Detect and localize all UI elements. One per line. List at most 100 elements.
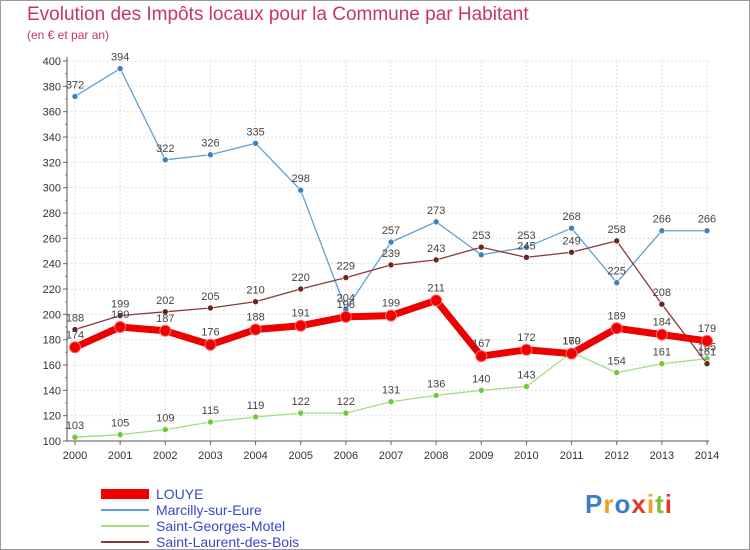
x-tick-label: 2002 bbox=[153, 450, 177, 462]
chart-title: Evolution des Impôts locaux pour la Comm… bbox=[27, 4, 529, 25]
data-point bbox=[69, 341, 81, 354]
data-label: 172 bbox=[517, 332, 535, 344]
data-label: 326 bbox=[201, 138, 219, 150]
data-point bbox=[658, 227, 666, 235]
data-point bbox=[520, 343, 533, 356]
data-point bbox=[116, 431, 124, 438]
data-point bbox=[655, 328, 668, 341]
data-point bbox=[701, 334, 713, 347]
data-label: 322 bbox=[156, 143, 174, 155]
data-point bbox=[252, 298, 259, 305]
legend-item-louye: LOUYE bbox=[101, 486, 299, 502]
logo-letter: x bbox=[631, 489, 647, 519]
y-tick-label: 240 bbox=[43, 259, 61, 271]
data-point bbox=[249, 323, 262, 336]
x-tick-label: 2008 bbox=[424, 450, 448, 462]
data-point bbox=[71, 326, 79, 333]
x-tick-label: 2011 bbox=[560, 450, 584, 462]
data-label: 176 bbox=[201, 327, 219, 339]
x-tick-label: 2000 bbox=[63, 450, 87, 462]
data-label: 188 bbox=[66, 313, 84, 325]
data-point bbox=[116, 312, 124, 319]
data-label: 140 bbox=[472, 373, 490, 385]
x-tick-label: 2013 bbox=[650, 450, 674, 462]
y-tick-label: 320 bbox=[43, 157, 61, 169]
data-label: 273 bbox=[427, 205, 445, 217]
data-point bbox=[297, 409, 305, 417]
y-tick-label: 200 bbox=[43, 309, 61, 321]
data-point bbox=[71, 433, 79, 441]
y-tick-label: 100 bbox=[43, 436, 61, 448]
data-point bbox=[252, 413, 259, 421]
data-label: 257 bbox=[382, 225, 400, 237]
data-point bbox=[613, 369, 621, 376]
data-point bbox=[387, 398, 395, 406]
data-label: 136 bbox=[427, 378, 445, 390]
data-point bbox=[430, 294, 443, 307]
data-label: 115 bbox=[202, 405, 220, 417]
data-label: 170 bbox=[562, 335, 580, 347]
y-tick-label: 180 bbox=[43, 335, 61, 347]
data-point bbox=[387, 238, 395, 246]
data-point bbox=[477, 243, 485, 251]
proxiti-logo: Proxiti bbox=[585, 489, 673, 520]
legend-item-marcilly: Marcilly-sur-Eure bbox=[101, 502, 299, 518]
x-tick-label: 2001 bbox=[108, 450, 132, 462]
data-label: 179 bbox=[698, 323, 716, 335]
legend-swatch-louye bbox=[101, 489, 149, 499]
data-point bbox=[385, 309, 397, 322]
legend-swatch-marcilly bbox=[101, 509, 149, 511]
data-point bbox=[477, 387, 485, 394]
data-label: 122 bbox=[292, 396, 310, 408]
data-point bbox=[658, 360, 666, 368]
data-point bbox=[71, 93, 79, 100]
data-label: 249 bbox=[562, 235, 580, 247]
x-tick-label: 2005 bbox=[288, 450, 312, 462]
data-label: 109 bbox=[156, 413, 174, 425]
data-point bbox=[161, 308, 169, 316]
legend-swatch-saint-georges bbox=[101, 525, 149, 527]
data-point bbox=[207, 418, 214, 426]
data-point bbox=[432, 392, 440, 399]
legend-swatch-saint-laurent bbox=[101, 541, 149, 543]
x-tick-label: 2007 bbox=[379, 450, 403, 462]
data-point bbox=[523, 383, 530, 390]
data-point bbox=[207, 304, 214, 312]
data-point bbox=[161, 156, 169, 164]
data-label: 199 bbox=[111, 299, 129, 311]
data-point bbox=[703, 227, 711, 235]
data-point bbox=[523, 254, 530, 261]
data-point bbox=[703, 360, 711, 368]
y-tick-label: 400 bbox=[43, 56, 61, 68]
data-label: 122 bbox=[337, 396, 355, 408]
legend-label-saint-georges: Saint-Georges-Motel bbox=[156, 518, 286, 534]
data-label: 243 bbox=[427, 243, 445, 255]
data-label: 154 bbox=[608, 356, 626, 368]
data-label: 208 bbox=[653, 287, 671, 299]
y-tick-label: 380 bbox=[43, 81, 61, 93]
data-label: 174 bbox=[66, 329, 84, 341]
data-label: 210 bbox=[246, 285, 264, 297]
data-label: 187 bbox=[156, 313, 174, 325]
data-label: 253 bbox=[472, 230, 490, 242]
data-point bbox=[204, 338, 217, 351]
data-point bbox=[114, 321, 127, 333]
data-point bbox=[475, 350, 488, 363]
data-point bbox=[342, 409, 350, 417]
y-tick-label: 300 bbox=[43, 183, 61, 195]
logo-letter: i bbox=[646, 489, 656, 519]
data-label: 220 bbox=[292, 272, 310, 284]
y-tick-label: 280 bbox=[43, 208, 61, 220]
data-label: 245 bbox=[517, 240, 535, 252]
data-point bbox=[339, 310, 352, 323]
data-point bbox=[432, 218, 440, 226]
data-label: 119 bbox=[247, 400, 265, 412]
data-label: 204 bbox=[337, 292, 355, 304]
y-tick-label: 220 bbox=[43, 284, 61, 296]
data-point bbox=[610, 322, 623, 335]
data-point bbox=[658, 300, 666, 308]
data-label: 202 bbox=[156, 295, 174, 307]
data-point bbox=[207, 151, 214, 159]
logo-letter: o bbox=[614, 489, 632, 519]
